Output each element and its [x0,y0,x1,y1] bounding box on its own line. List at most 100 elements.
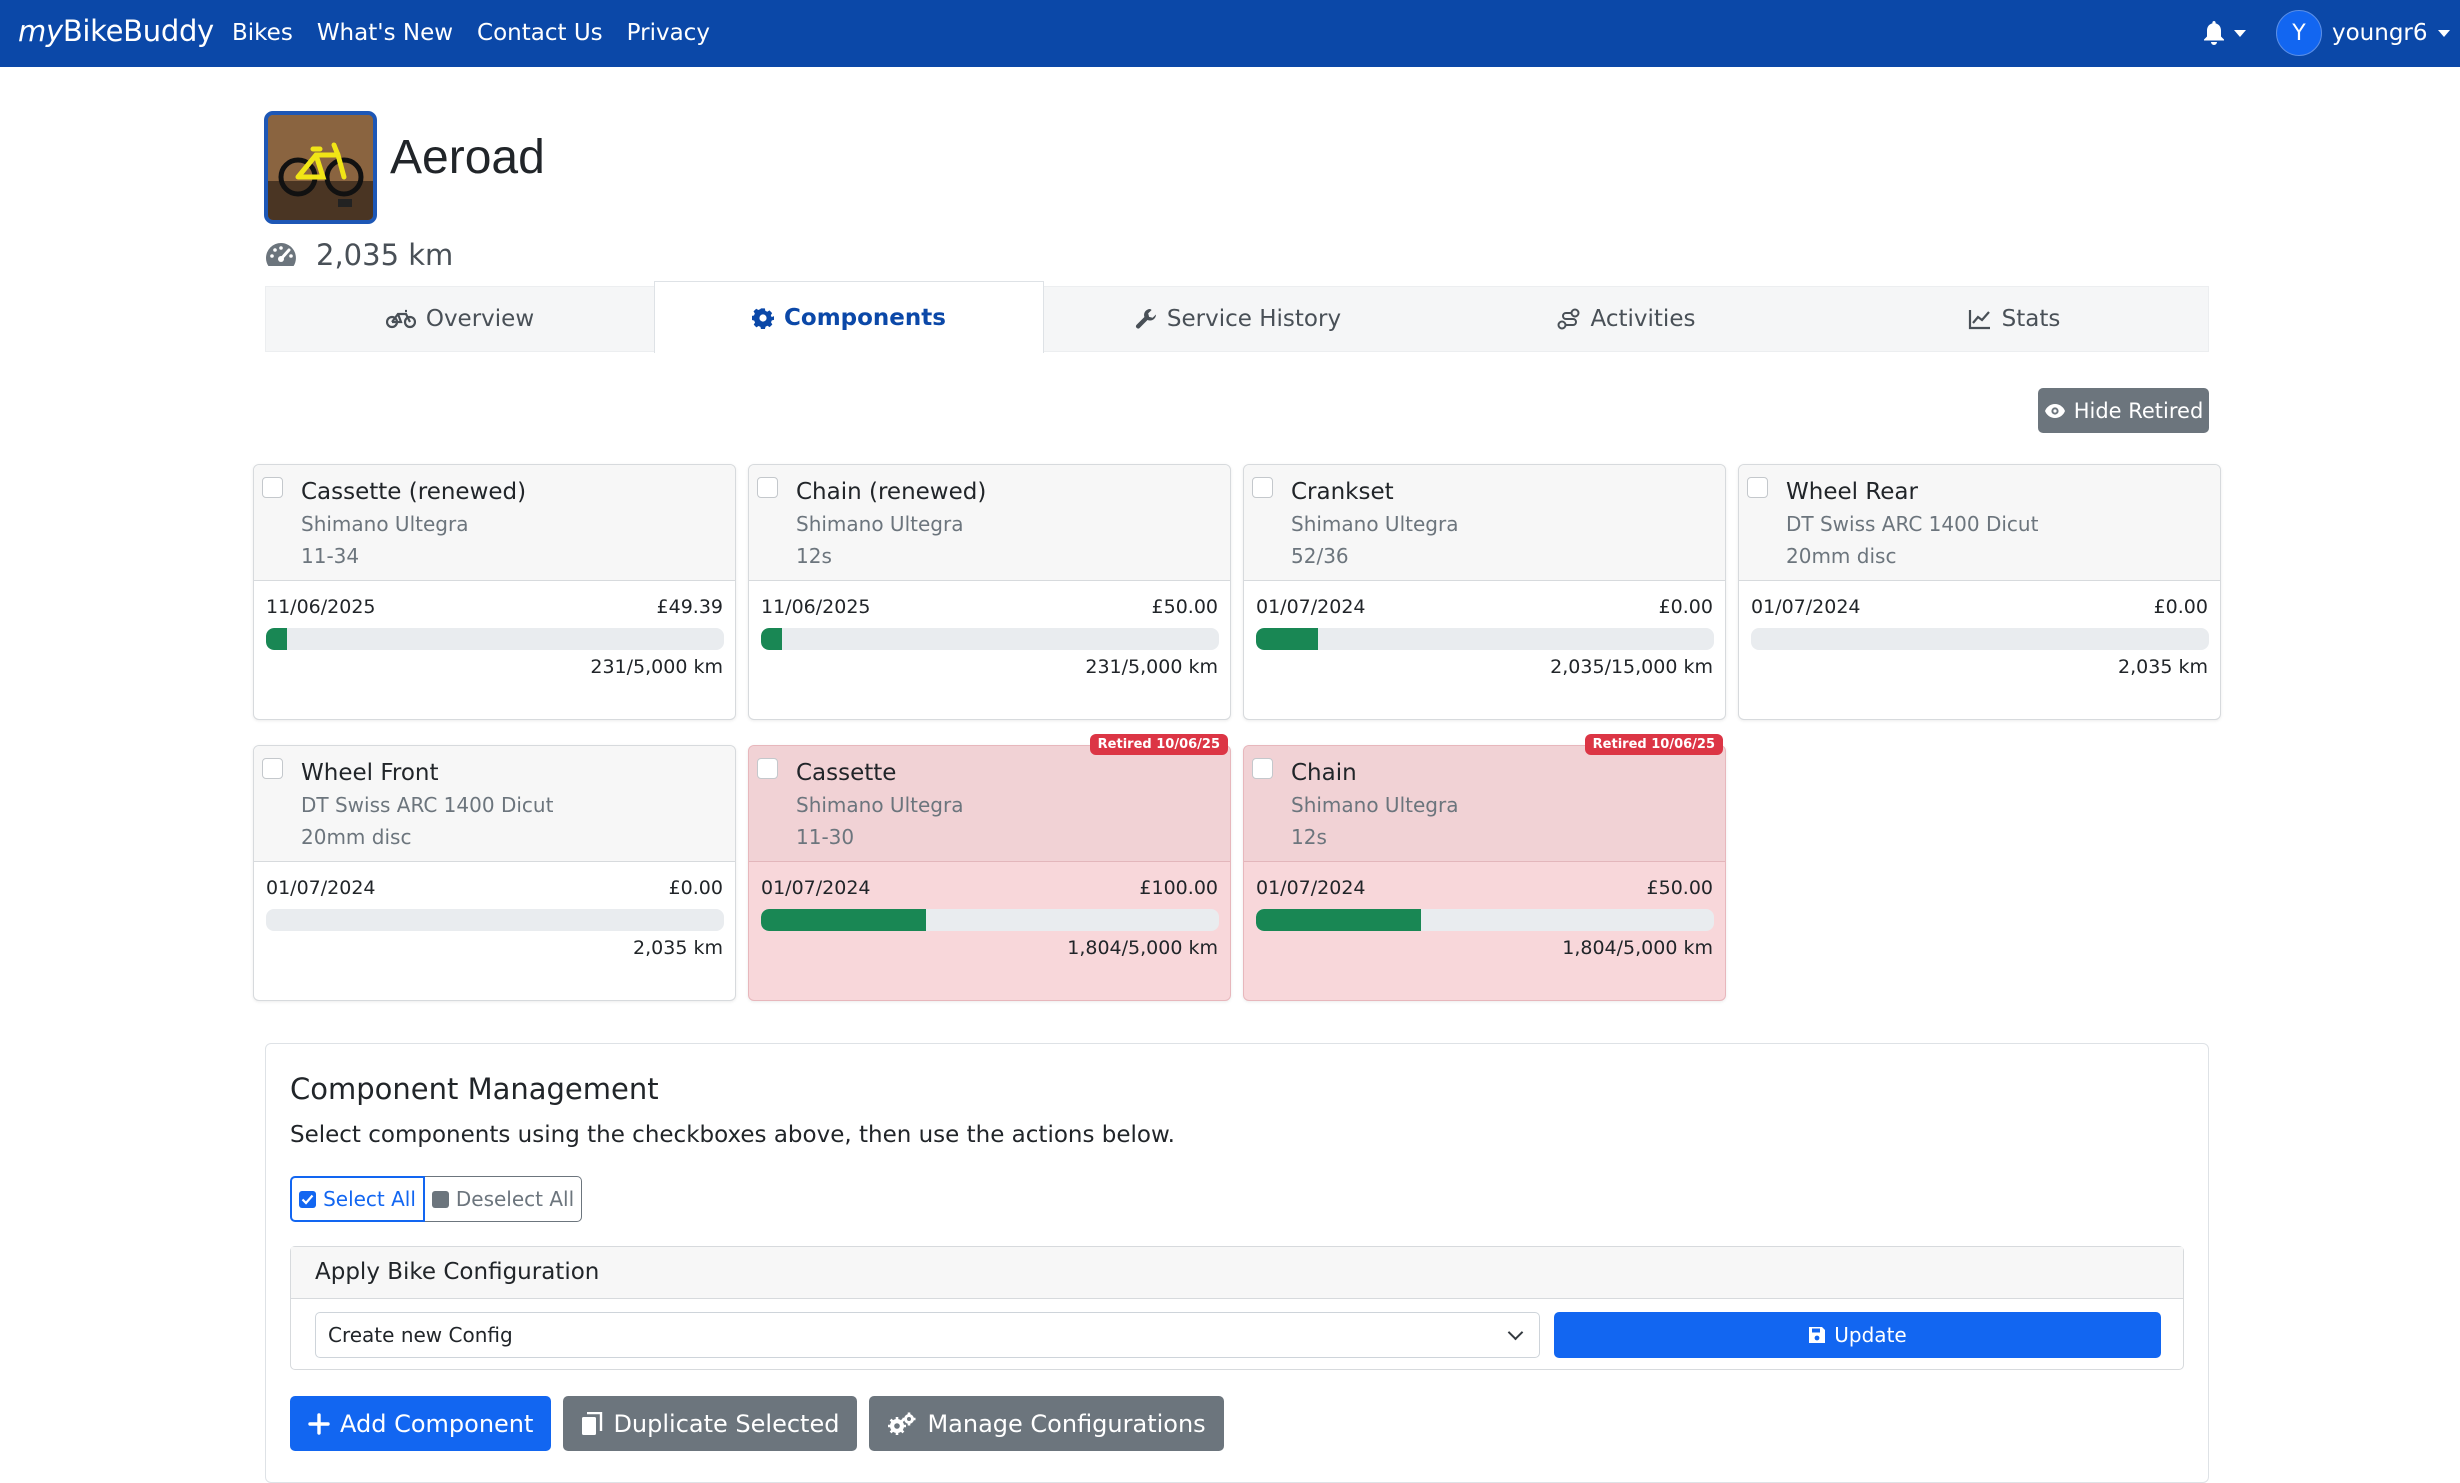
tab-stats[interactable]: Stats [1820,287,2208,351]
action-buttons: Add Component Duplicate Selected Manage … [290,1396,1224,1451]
component-distance: 2,035 km [633,937,723,959]
component-spec: 20mm disc [301,825,412,849]
component-select-checkbox[interactable] [757,477,778,498]
component-select-checkbox[interactable] [757,758,778,779]
component-brand: Shimano Ultegra [1291,512,1459,536]
wear-progress-bar [761,628,1219,650]
chevron-down-icon [2234,29,2246,37]
hide-retired-button[interactable]: Hide Retired [2038,388,2209,433]
component-card[interactable]: Chain (renewed) Shimano Ultegra 12s 11/06/2… [748,464,1231,720]
component-price: £50.00 [1151,596,1218,618]
wear-progress-fill [1256,628,1319,650]
component-select-checkbox[interactable] [1252,477,1273,498]
tab-service-history[interactable]: Service History [1044,287,1432,351]
select-all-button[interactable]: Select All [290,1176,425,1222]
component-name: Wheel Front [301,760,439,786]
component-name: Cassette [796,760,897,786]
tab-overview[interactable]: Overview [266,287,654,351]
panel-description: Select components using the checkboxes a… [290,1122,1175,1148]
retired-badge: Retired 10/06/25 [1089,734,1228,755]
gear-icon [752,307,775,329]
deselect-all-button[interactable]: Deselect All [425,1176,582,1222]
component-install-date: 11/06/2025 [266,596,376,618]
odometer: 2,035 km [264,238,453,272]
duplicate-selected-button[interactable]: Duplicate Selected [563,1396,858,1451]
apply-bike-configuration: Apply Bike Configuration Create new Conf… [290,1246,2184,1370]
component-distance: 1,804/5,000 km [1562,937,1713,959]
wrench-icon [1135,309,1156,329]
component-select-checkbox[interactable] [262,758,283,779]
user-menu[interactable]: Y youngr6 [2276,10,2450,56]
bicycle-icon [385,309,416,329]
username: youngr6 [2332,20,2428,46]
manage-configurations-button[interactable]: Manage Configurations [869,1396,1224,1451]
tab-label: Service History [1166,306,1342,332]
notifications-dropdown[interactable] [2202,18,2252,48]
component-card-header: Wheel Front DT Swiss ARC 1400 Dicut 20mm d… [254,746,735,862]
brand-suffix: BikeBuddy [62,14,214,48]
gears-icon [888,1412,916,1435]
nav-link-privacy[interactable]: Privacy [626,20,710,46]
component-select-checkbox[interactable] [1252,758,1273,779]
checkbox-checked-icon [299,1190,317,1208]
component-spec: 20mm disc [1786,544,1897,568]
component-name: Chain [1291,760,1357,786]
component-brand: DT Swiss ARC 1400 Dicut [301,793,554,817]
nav-link-bikes[interactable]: Bikes [232,20,293,46]
odometer-value: 2,035 km [316,238,454,272]
component-card[interactable]: Wheel Rear DT Swiss ARC 1400 Dicut 20mm di… [1738,464,2221,720]
tab-activities[interactable]: Activities [1432,287,1820,351]
nav-link-contact-us[interactable]: Contact Us [477,20,603,46]
tab-label: Overview [425,306,535,332]
bike-tabs: Overview Components Service History Acti… [265,281,2209,353]
component-card[interactable]: Chain Shimano Ultegra 12s 01/07/2024 £50.00 1… [1243,734,1726,1001]
component-spec: 11-34 [301,544,360,568]
chevron-down-icon [1507,1324,1524,1341]
component-price: £0.00 [668,877,723,899]
component-distance: 2,035/15,000 km [1550,656,1713,678]
config-select[interactable]: Create new Config [315,1312,1540,1358]
component-card[interactable]: Cassette Shimano Ultegra 11-30 01/07/2024 £1… [748,734,1231,1001]
component-spec: 12s [1291,825,1327,849]
brand-logo[interactable]: myBikeBuddy [18,14,214,48]
component-spec: 52/36 [1291,544,1349,568]
component-card[interactable]: Cassette (renewed) Shimano Ultegra 11-34 11… [253,464,736,720]
component-card-header: Chain (renewed) Shimano Ultegra 12s [749,465,1230,581]
config-select-value: Create new Config [328,1323,513,1347]
speedometer-icon [266,243,296,266]
line-chart-icon [1968,310,1990,330]
config-header: Apply Bike Configuration [291,1247,2183,1299]
wear-progress-fill [761,909,927,931]
component-spec: 11-30 [796,825,855,849]
wear-progress-bar [266,909,724,931]
update-button[interactable]: Update [1554,1312,2161,1358]
eye-icon [2044,403,2065,418]
wear-progress-fill [761,628,783,650]
select-all-label: Select All [323,1187,416,1211]
selection-button-group: Select All Deselect All [290,1176,582,1222]
component-spec: 12s [796,544,832,568]
component-brand: Shimano Ultegra [1291,793,1459,817]
component-install-date: 01/07/2024 [1751,596,1861,618]
bike-photo [264,111,377,224]
component-card-header: Chain Shimano Ultegra 12s [1244,746,1725,862]
wear-progress-bar [1256,909,1714,931]
deselect-all-label: Deselect All [455,1187,575,1211]
component-card[interactable]: Wheel Front DT Swiss ARC 1400 Dicut 20mm d… [253,745,736,1001]
component-distance: 231/5,000 km [1085,656,1218,678]
nav-links: Bikes What's New Contact Us Privacy [232,20,710,46]
component-card-header: Crankset Shimano Ultegra 52/36 [1244,465,1725,581]
wear-progress-bar [266,628,724,650]
top-navbar: myBikeBuddy Bikes What's New Contact Us … [0,0,2460,67]
save-icon [1809,1327,1826,1343]
wear-progress-bar [1751,628,2209,650]
component-select-checkbox[interactable] [1747,477,1768,498]
component-brand: Shimano Ultegra [796,512,964,536]
checkbox-unchecked-icon [431,1190,449,1208]
tab-components[interactable]: Components [654,281,1044,353]
add-component-button[interactable]: Add Component [290,1396,552,1451]
nav-link-whats-new[interactable]: What's New [316,20,454,46]
component-install-date: 11/06/2025 [761,596,871,618]
component-select-checkbox[interactable] [262,477,283,498]
component-card[interactable]: Crankset Shimano Ultegra 52/36 01/07/2024 £0… [1243,464,1726,720]
